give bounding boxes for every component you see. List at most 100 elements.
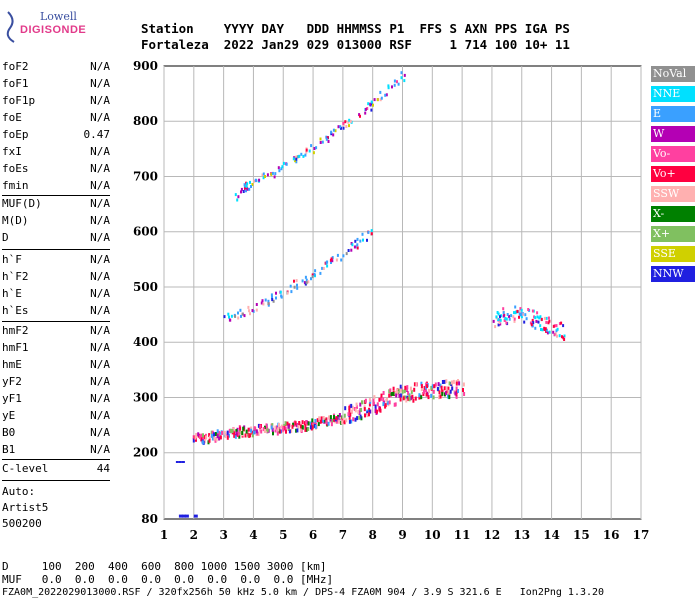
- echo-mark: [226, 430, 229, 435]
- y-tick-label: 800: [133, 114, 158, 128]
- echo-mark: [246, 182, 249, 186]
- echo-mark: [227, 312, 230, 316]
- echo-mark: [514, 305, 517, 309]
- echo-mark: [520, 308, 523, 312]
- echo-mark: [394, 390, 397, 395]
- echo-mark: [408, 394, 411, 399]
- echo-mark: [451, 380, 453, 385]
- echo-mark: [357, 409, 360, 414]
- echo-mark: [395, 393, 398, 398]
- param-row: fxI N/A: [2, 145, 110, 158]
- echo-mark: [393, 402, 396, 407]
- echo-mark: [556, 334, 558, 338]
- echo-mark: [307, 427, 310, 431]
- echo-mark: [415, 382, 418, 386]
- y-tick-label: 300: [133, 390, 158, 404]
- echo-mark: [305, 150, 308, 154]
- echo-mark: [454, 391, 457, 396]
- echo-mark: [329, 415, 332, 420]
- echo-mark: [561, 335, 563, 339]
- echo-mark: [270, 425, 273, 430]
- y-tick-label: 80: [141, 512, 158, 526]
- echo-mark: [255, 303, 258, 306]
- echo-mark: [403, 79, 406, 83]
- echo-mark: [282, 161, 285, 165]
- echo-mark: [239, 426, 242, 431]
- echo-mark: [175, 461, 179, 463]
- echo-mark: [392, 386, 395, 391]
- legend-noval: NoVal: [651, 66, 695, 82]
- x-tick-label: 15: [573, 528, 590, 542]
- param-row: foF1p N/A: [2, 94, 110, 107]
- echo-mark: [294, 155, 297, 159]
- x-tick-label: 6: [309, 528, 317, 542]
- echo-mark: [498, 321, 501, 325]
- echo-mark: [296, 283, 298, 287]
- echo-mark: [386, 400, 389, 405]
- echo-mark: [315, 146, 318, 150]
- echo-mark: [520, 312, 523, 316]
- echo-mark: [413, 387, 416, 392]
- echo-mark: [503, 318, 506, 322]
- divider: [2, 195, 110, 196]
- echo-mark: [330, 257, 333, 261]
- echo-mark: [531, 318, 534, 322]
- echo-mark: [219, 435, 222, 440]
- echo-mark: [321, 266, 324, 270]
- echo-mark: [305, 420, 308, 425]
- echo-mark: [546, 331, 549, 335]
- echo-mark: [299, 427, 302, 432]
- echo-mark: [178, 461, 182, 463]
- legend-vo-minus: Vo-: [651, 146, 695, 162]
- echo-mark: [536, 311, 539, 315]
- echo-mark: [274, 425, 277, 430]
- echo-mark: [407, 396, 410, 401]
- echo-mark: [348, 409, 351, 414]
- echo-mark: [353, 245, 356, 249]
- param-row: hmF2 N/A: [2, 324, 110, 337]
- echo-mark: [378, 407, 381, 412]
- echo-mark: [504, 317, 507, 320]
- echo-mark: [348, 419, 351, 424]
- echo-mark: [253, 179, 256, 183]
- echo-mark: [318, 416, 321, 421]
- echo-mark: [304, 424, 307, 428]
- echo-mark: [297, 424, 300, 429]
- echo-mark: [301, 279, 304, 283]
- echo-mark: [320, 416, 323, 421]
- echo-mark: [455, 390, 458, 395]
- echo-mark: [360, 407, 363, 412]
- echo-mark: [370, 232, 373, 236]
- param-row: M(D) N/A: [2, 214, 110, 227]
- echo-mark: [347, 120, 350, 124]
- echo-mark: [556, 327, 559, 331]
- echo-mark: [408, 397, 411, 402]
- echo-mark: [192, 438, 195, 443]
- echo-mark: [287, 424, 290, 429]
- x-tick-label: 1: [160, 528, 168, 542]
- echo-mark: [364, 398, 367, 403]
- echo-mark: [445, 379, 448, 384]
- echo-mark: [307, 280, 310, 284]
- echo-mark: [342, 121, 345, 125]
- echo-mark: [321, 140, 324, 144]
- echo-mark: [348, 124, 350, 128]
- echo-mark: [245, 429, 248, 434]
- echo-mark: [345, 418, 348, 423]
- echo-mark: [348, 405, 351, 410]
- echo-mark: [366, 238, 368, 242]
- echo-mark: [533, 315, 536, 319]
- echo-mark: [403, 389, 406, 394]
- echo-mark: [385, 93, 388, 97]
- echo-mark: [231, 429, 234, 433]
- echo-mark: [545, 316, 548, 320]
- echo-mark: [420, 395, 423, 400]
- legend-x-plus: X+: [651, 226, 695, 242]
- echo-mark: [562, 324, 565, 328]
- echo-mark: [560, 321, 563, 325]
- param-row: foF1 N/A: [2, 77, 110, 90]
- echo-mark: [397, 82, 400, 86]
- echo-mark: [235, 431, 238, 436]
- echo-mark: [223, 315, 226, 319]
